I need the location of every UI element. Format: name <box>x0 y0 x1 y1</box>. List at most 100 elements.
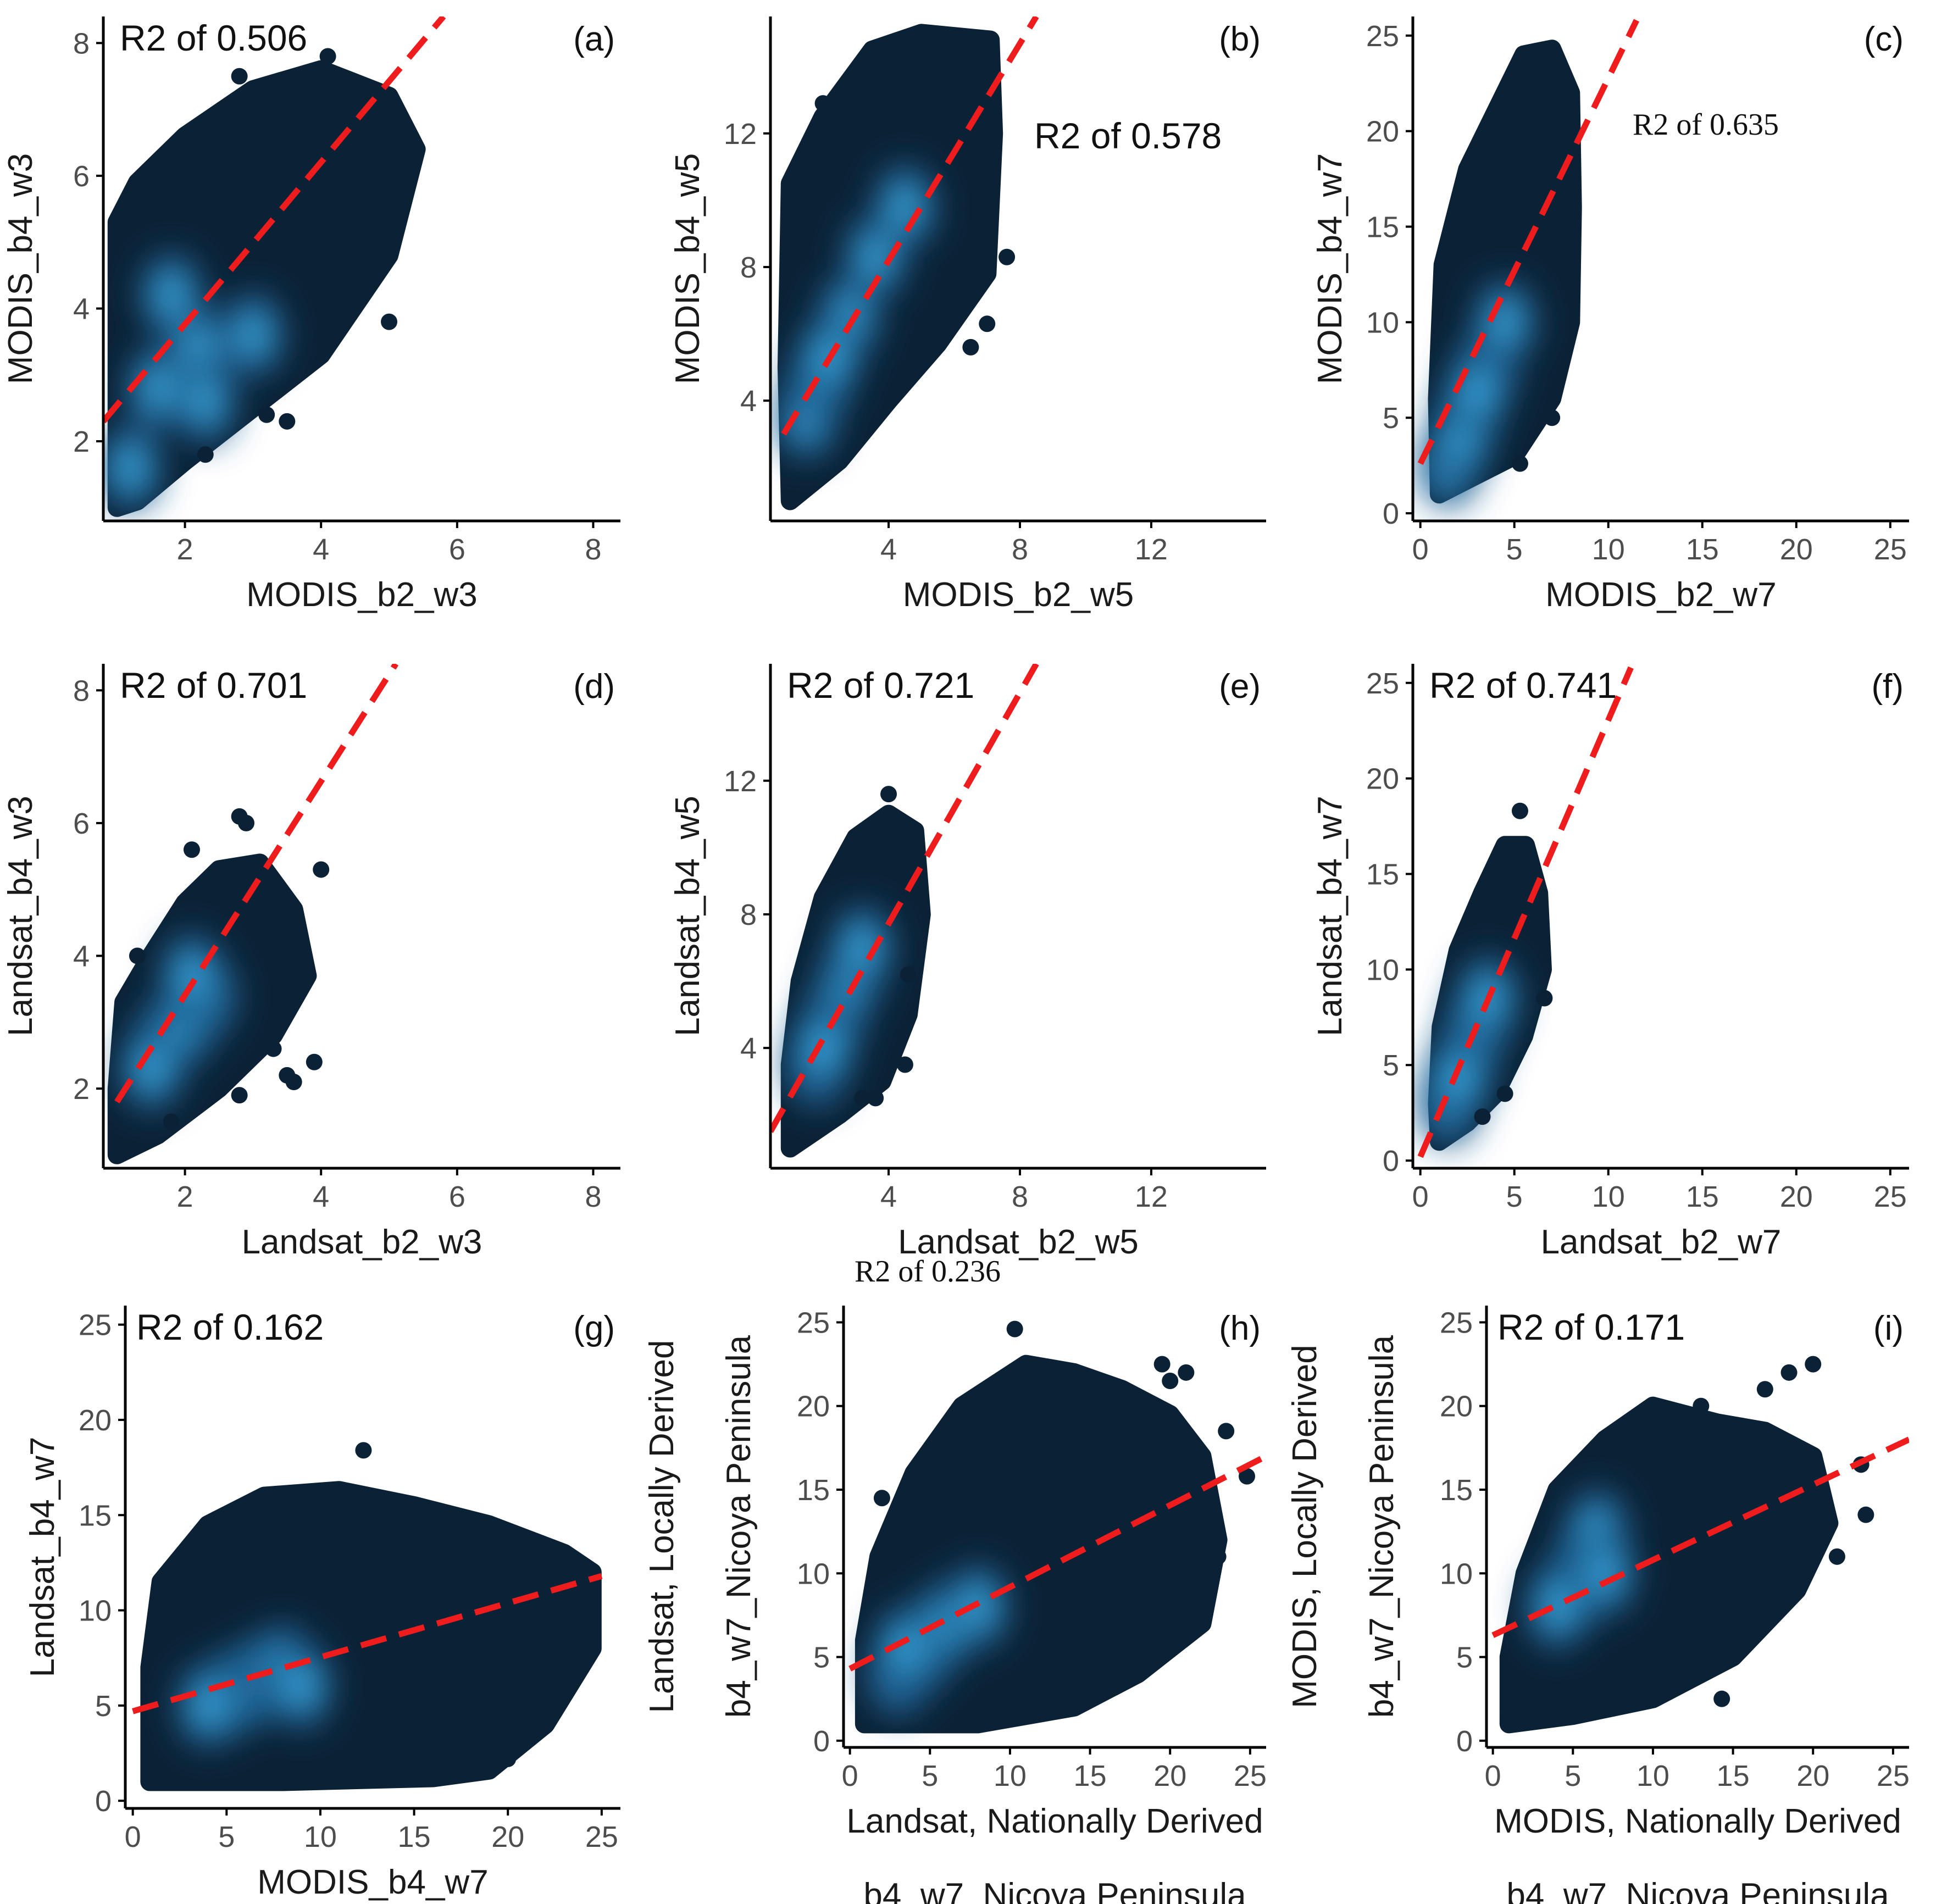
y-tick-label: 6 <box>73 160 90 193</box>
panel-label: (d) <box>573 668 615 706</box>
outlier-point <box>854 1090 871 1107</box>
y-tick-label: 5 <box>813 1641 830 1674</box>
outlier-point <box>355 1442 372 1459</box>
point-cloud <box>107 808 330 1164</box>
y-axis-title: Landsat_b4_w7 <box>24 1437 62 1678</box>
y-tick-label: 15 <box>1366 858 1399 891</box>
y-axis-title-line2: b4_w7_Nicoya Peninsula <box>720 1335 758 1718</box>
density-peak-4 <box>1540 1585 1574 1629</box>
panel-g: 0 5 10 15 20 25 0 5 10 15 20 25 MODIS_b4_w7 Landsat_b… <box>24 1306 620 1901</box>
y-axis-title: MODIS, Locally Derived <box>1286 1345 1324 1708</box>
x-axis-title: MODIS_b4_w7 <box>257 1863 488 1901</box>
outlier-point <box>1218 1423 1235 1440</box>
x-tick-label: 8 <box>1012 1180 1028 1213</box>
outlier-point <box>1162 1373 1179 1390</box>
outlier-point <box>136 167 153 184</box>
outlier-point <box>929 325 946 342</box>
density-glow <box>103 251 286 512</box>
outlier-point <box>574 1573 591 1590</box>
outlier-point <box>1474 1108 1491 1125</box>
panel-label: (e) <box>1219 668 1261 706</box>
y-tick-label: 20 <box>79 1404 112 1437</box>
x-tick-label: 12 <box>1135 533 1168 566</box>
density-glow <box>1524 1487 1638 1651</box>
point-cloud <box>773 24 1016 510</box>
density-peak-5 <box>1588 1551 1622 1596</box>
point-cloud-body <box>1499 1396 1839 1734</box>
x-tick-label: 20 <box>1780 1180 1813 1213</box>
x-tick-label: 20 <box>1796 1759 1829 1792</box>
density-glow <box>773 163 938 462</box>
r2-label: R2 of 0.721 <box>787 665 974 706</box>
x-axis-title: MODIS_b2_w5 <box>903 576 1134 614</box>
x-tick-label: 4 <box>313 533 329 566</box>
x-tick-label: 0 <box>125 1820 141 1853</box>
outlier-point <box>500 1750 517 1767</box>
outlier-point <box>197 446 214 463</box>
outlier-point <box>1857 1506 1874 1523</box>
y-axis-title: Landsat_b4_w3 <box>2 796 40 1036</box>
outlier-point <box>814 95 831 112</box>
outlier-point <box>500 1725 517 1742</box>
outlier-point <box>962 338 979 356</box>
outlier-point <box>1185 1439 1202 1456</box>
x-tick-label: 0 <box>842 1759 858 1792</box>
outlier-point <box>258 406 275 423</box>
x-tick-label: 5 <box>1565 1759 1581 1792</box>
x-tick-label: 15 <box>1717 1759 1750 1792</box>
outlier-point <box>183 841 200 858</box>
y-tick-label: 0 <box>1383 497 1399 530</box>
y-tick-label: 2 <box>73 1073 90 1106</box>
y-tick-label: 5 <box>1383 402 1399 435</box>
point-cloud <box>103 48 426 517</box>
outlier-point <box>1713 1690 1730 1707</box>
y-axis-title: Landsat, Locally Derived <box>643 1340 681 1713</box>
panel-i: 0 5 10 15 20 25 0 5 10 15 20 25 MODIS, Nationally De… <box>1286 1306 1910 1904</box>
y-tick-label: 4 <box>740 385 757 418</box>
x-tick-label: 20 <box>491 1820 524 1853</box>
x-tick-label: 15 <box>1074 1759 1107 1792</box>
outlier-point <box>1536 990 1553 1007</box>
regression-line <box>770 664 1039 1133</box>
outlier-point <box>306 1053 323 1070</box>
x-tick-label: 0 <box>1412 533 1429 566</box>
y-tick-label: 6 <box>73 807 90 840</box>
x-tick-label: 2 <box>177 533 193 566</box>
y-tick-label: 10 <box>1366 953 1399 986</box>
x-tick-label: 25 <box>1874 533 1907 566</box>
regression-line <box>103 16 446 424</box>
outlier-point <box>867 1090 884 1107</box>
x-axis-title: MODIS, Nationally Derived <box>1494 1802 1901 1840</box>
y-tick-label: 4 <box>73 292 90 325</box>
r2-label: R2 of 0.171 <box>1497 1307 1685 1347</box>
point-cloud <box>1415 40 1582 510</box>
density-peak-5 <box>889 1627 923 1671</box>
x-tick-label: 20 <box>1153 1759 1186 1792</box>
outlier-point <box>896 1056 913 1073</box>
x-tick-label: 8 <box>585 1180 601 1213</box>
regression-line <box>1417 19 1639 465</box>
x-tick-label: 15 <box>1686 533 1719 566</box>
outlier-point <box>1780 1364 1798 1381</box>
x-tick-label: 6 <box>449 1180 465 1213</box>
y-tick-label: 25 <box>79 1309 112 1342</box>
x-tick-label: 5 <box>218 1820 235 1853</box>
regression-line <box>132 1573 603 1714</box>
x-tick-label: 15 <box>1686 1180 1719 1213</box>
density-peak-4 <box>961 1585 995 1629</box>
density-peak-0 <box>114 446 147 490</box>
y-tick-label: 4 <box>740 1032 757 1065</box>
y-tick-label: 0 <box>813 1725 830 1758</box>
y-tick-label: 5 <box>95 1690 112 1723</box>
x-tick-label: 25 <box>1874 1180 1907 1213</box>
y-tick-label: 20 <box>797 1390 830 1423</box>
x-tick-label: 20 <box>1780 533 1813 566</box>
outlier-point <box>1805 1356 1822 1373</box>
x-tick-label: 8 <box>585 533 601 566</box>
density-peak-3 <box>859 235 892 279</box>
r2-label: R2 of 0.701 <box>120 665 307 706</box>
y-tick-label: 20 <box>1366 763 1399 796</box>
point-cloud <box>140 1442 602 1791</box>
